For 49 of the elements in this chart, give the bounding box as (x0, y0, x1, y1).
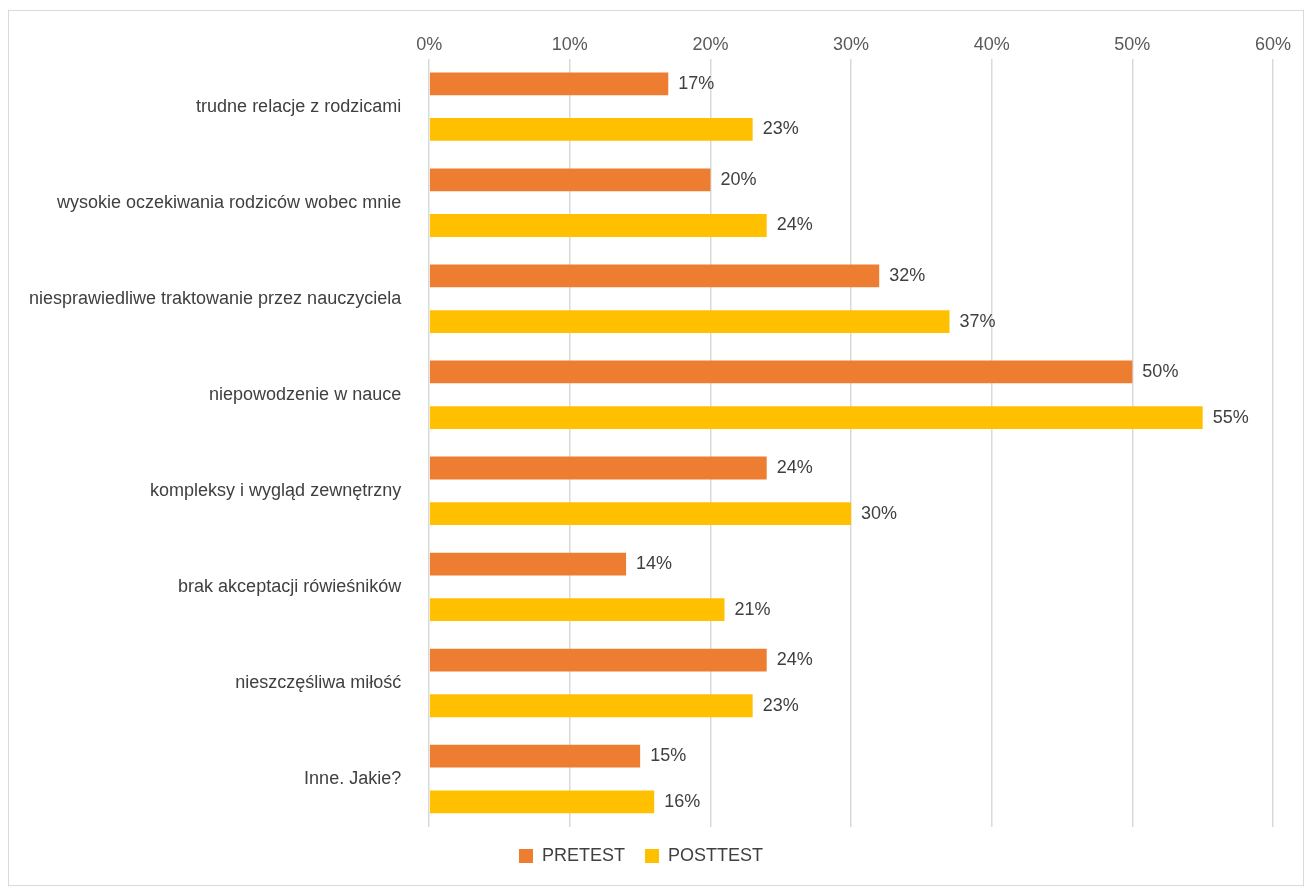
x-tick-label: 30% (833, 33, 870, 54)
text: 16% (664, 790, 701, 811)
bar (429, 744, 641, 768)
y-tick-label: kompleksy i wygląd zewnętrzny (150, 479, 402, 500)
y-tick-label: wysokie oczekiwania rodziców wobec mnie (56, 191, 402, 212)
text: 24% (776, 456, 813, 477)
text: 30% (861, 502, 898, 523)
bar (429, 264, 880, 288)
text: 23% (762, 694, 799, 715)
x-tick-label: 10% (551, 33, 588, 54)
bar (429, 456, 767, 480)
bar (429, 502, 852, 526)
bar (429, 694, 753, 718)
bar (429, 648, 767, 672)
text: 23% (762, 118, 799, 139)
bar (429, 310, 950, 333)
y-tick-label: nieszczęśliwa miłość (235, 671, 402, 692)
bar (429, 72, 669, 96)
text: 20% (720, 168, 757, 189)
y-tick-label: Inne. Jakie? (304, 767, 402, 788)
bar (429, 168, 711, 192)
y-tick-label: niepowodzenie w nauce (209, 383, 402, 404)
y-tick-label: niesprawiedliwe traktowanie przez nauczyciela (28, 287, 403, 308)
bar (429, 406, 1203, 429)
y-tick-label: brak akceptacji rówieśników (178, 575, 403, 596)
x-tick-label: 40% (973, 33, 1010, 54)
legend-label: PRETEST (541, 844, 626, 865)
x-tick-label: 60% (1254, 33, 1292, 54)
bar (429, 118, 753, 141)
text: 37% (959, 310, 996, 331)
text: 32% (889, 264, 926, 285)
y-tick-label: trudne relacje z rodzicami (196, 95, 402, 116)
bar (429, 214, 767, 237)
text: 14% (636, 553, 673, 574)
bar (429, 552, 627, 576)
x-tick-label: 20% (692, 33, 729, 54)
bar (429, 360, 1133, 384)
text: 15% (650, 745, 687, 766)
text: 50% (1142, 360, 1179, 381)
x-tick-label: 0% (416, 33, 443, 54)
legend-label: POSTTEST (668, 844, 764, 865)
text: 55% (1212, 406, 1249, 427)
text: 17% (678, 72, 715, 93)
bar (429, 790, 655, 814)
text: 21% (734, 598, 771, 619)
x-tick-label: 50% (1114, 33, 1151, 54)
bar (429, 598, 725, 622)
text: 24% (776, 214, 813, 235)
text: 24% (776, 649, 813, 670)
